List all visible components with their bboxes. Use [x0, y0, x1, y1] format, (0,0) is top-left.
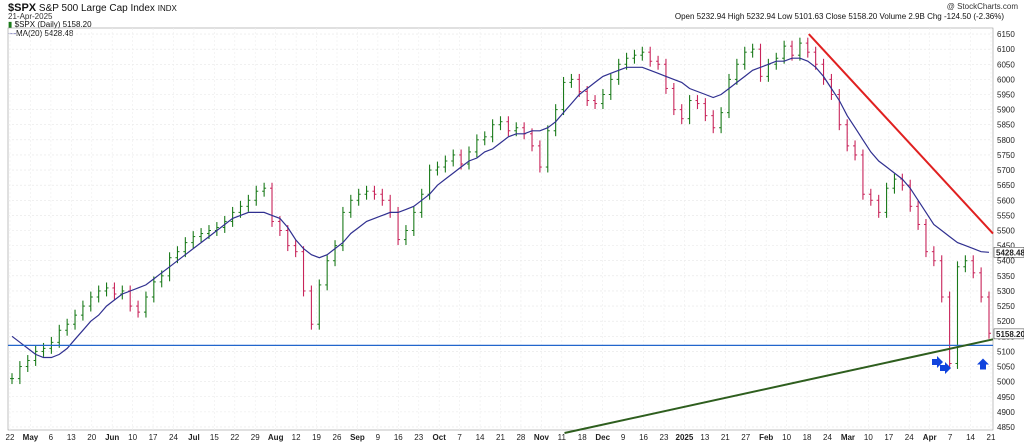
y-tick-label: 6150 — [997, 30, 1015, 39]
y-tick-label: 5850 — [997, 121, 1015, 130]
y-tick-label: 5550 — [997, 211, 1015, 220]
x-tick-label: Apr — [923, 433, 937, 442]
x-tick-label: Jul — [188, 433, 200, 442]
y-tick-label: 5450 — [997, 242, 1015, 251]
arrow-icon — [940, 362, 951, 375]
x-tick-label: 21 — [496, 433, 505, 442]
y-tick-label: 5650 — [997, 181, 1015, 190]
chart-date: 21-Apr-2025 — [8, 12, 53, 21]
x-tick-label: 24 — [905, 433, 914, 442]
y-tick-label: 6050 — [997, 60, 1015, 69]
y-tick-label: 5000 — [997, 378, 1015, 387]
chart-header: $SPX S&P 500 Large Cap Index INDX 21-Apr… — [0, 0, 1024, 38]
x-tick-label: 15 — [210, 433, 219, 442]
x-tick-label: 18 — [803, 433, 812, 442]
x-tick-label: 10 — [782, 433, 791, 442]
y-tick-label: 5900 — [997, 106, 1015, 115]
y-tick-label: 5050 — [997, 363, 1015, 372]
y-tick-label: 4850 — [997, 423, 1015, 432]
x-tick-label: 7 — [457, 433, 462, 442]
x-tick-label: Dec — [595, 433, 610, 442]
x-tick-label: 10 — [128, 433, 137, 442]
y-tick-label: 5700 — [997, 166, 1015, 175]
x-tick-label: 17 — [149, 433, 158, 442]
x-tick-label: 26 — [333, 433, 342, 442]
y-tick-label: 6000 — [997, 75, 1015, 84]
x-tick-label: 7 — [948, 433, 953, 442]
x-tick-label: 14 — [476, 433, 485, 442]
legend: ▮ $SPX (Daily) 5158.20 —MA(20) 5428.48 — [8, 20, 92, 38]
exchange: INDX — [157, 4, 177, 13]
y-tick-label: 5600 — [997, 196, 1015, 205]
y-tick-label: 6100 — [997, 45, 1015, 54]
x-tick-label: Sep — [350, 433, 365, 442]
arrow-icon — [932, 355, 943, 368]
x-tick-label: 14 — [966, 433, 975, 442]
support-trendline — [564, 338, 994, 434]
y-tick-label: 5200 — [997, 317, 1015, 326]
x-tick-label: 21 — [987, 433, 996, 442]
x-tick-label: 2025 — [676, 433, 694, 442]
y-tick-label: 5950 — [997, 90, 1015, 99]
x-tick-label: 20 — [87, 433, 96, 442]
x-tick-label: 22 — [6, 433, 15, 442]
legend-ma: —MA(20) 5428.48 — [8, 29, 74, 38]
price-value-label: 5158.20 — [996, 330, 1024, 339]
x-tick-label: 24 — [823, 433, 832, 442]
price-value-label-box — [993, 328, 1024, 340]
x-tick-label: 18 — [578, 433, 587, 442]
y-tick-label: 4900 — [997, 408, 1015, 417]
x-tick-label: May — [23, 433, 39, 442]
symbol: $SPX — [8, 2, 37, 14]
credit: @ StockCharts.com — [946, 2, 1018, 11]
x-tick-label: Mar — [841, 433, 855, 442]
x-tick-label: 11 — [558, 433, 567, 442]
x-tick-label: 23 — [414, 433, 423, 442]
y-tick-label: 5400 — [997, 257, 1015, 266]
y-tick-label: 5750 — [997, 151, 1015, 160]
y-tick-label: 4950 — [997, 393, 1015, 402]
legend-price: ▮ $SPX (Daily) 5158.20 — [8, 20, 92, 29]
x-tick-label: 21 — [721, 433, 730, 442]
x-tick-label: 16 — [639, 433, 648, 442]
ohlc-readout: Open 5232.94 High 5232.94 Low 5101.63 Cl… — [674, 12, 1004, 21]
arrow-icon — [977, 358, 989, 370]
y-tick-label: 5250 — [997, 302, 1015, 311]
x-tick-label: 17 — [884, 433, 893, 442]
x-tick-label: Jun — [105, 433, 119, 442]
x-tick-label: 6 — [49, 433, 54, 442]
ma-value-label: 5428.48 — [996, 248, 1024, 257]
ma-value-label-box — [993, 247, 1024, 258]
y-tick-label: 5500 — [997, 227, 1015, 236]
x-tick-label: 23 — [660, 433, 669, 442]
y-tick-label: 5350 — [997, 272, 1015, 281]
x-tick-label: 27 — [741, 433, 750, 442]
x-tick-label: Nov — [534, 433, 550, 442]
x-tick-label: 13 — [700, 433, 709, 442]
ma-line — [11, 57, 990, 359]
x-tick-label: Feb — [759, 433, 773, 442]
y-tick-label: 5300 — [997, 287, 1015, 296]
index-name: S&P 500 Large Cap Index — [38, 3, 155, 14]
resistance-trendline — [808, 33, 994, 235]
x-tick-label: 9 — [376, 433, 381, 442]
x-tick-label: 9 — [621, 433, 626, 442]
x-tick-label: 24 — [169, 433, 178, 442]
x-tick-label: 13 — [67, 433, 76, 442]
x-tick-label: 22 — [230, 433, 239, 442]
x-tick-label: Oct — [433, 433, 447, 442]
x-tick-label: 19 — [312, 433, 321, 442]
chart-title: $SPX S&P 500 Large Cap Index INDX — [8, 2, 177, 14]
y-tick-label: 5100 — [997, 347, 1015, 356]
x-tick-label: 28 — [516, 433, 525, 442]
x-tick-label: 29 — [251, 433, 260, 442]
x-tick-label: 12 — [292, 433, 301, 442]
x-tick-label: 16 — [394, 433, 403, 442]
x-tick-label: Aug — [268, 433, 284, 442]
y-tick-label: 5800 — [997, 136, 1015, 145]
x-tick-label: 10 — [864, 433, 873, 442]
